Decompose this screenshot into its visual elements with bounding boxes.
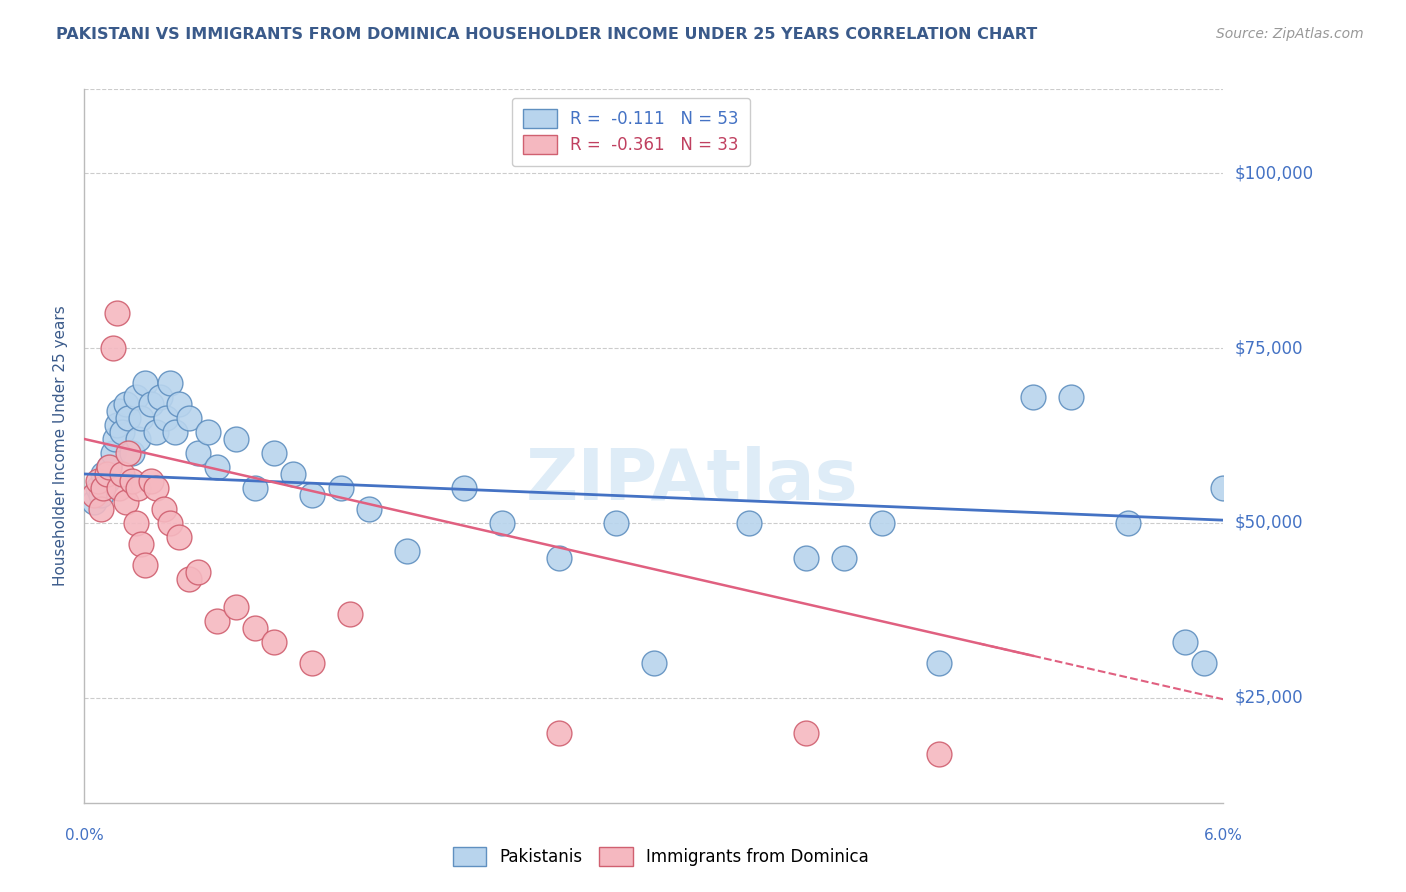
Point <box>86 474 108 488</box>
Point <box>263 446 285 460</box>
Point <box>105 417 128 432</box>
Point <box>101 341 124 355</box>
Point <box>605 516 627 530</box>
Point <box>111 425 134 439</box>
Text: $25,000: $25,000 <box>1234 689 1303 706</box>
Point <box>90 502 112 516</box>
Point <box>870 516 893 530</box>
Point <box>1022 390 1045 404</box>
Point <box>107 404 129 418</box>
Point <box>548 550 571 565</box>
Point <box>115 495 138 509</box>
Point <box>93 467 115 481</box>
Point <box>207 614 229 628</box>
Point <box>117 411 139 425</box>
Point <box>134 376 156 390</box>
Point <box>177 572 200 586</box>
Text: $100,000: $100,000 <box>1234 164 1313 182</box>
Point <box>159 516 181 530</box>
Point <box>134 558 156 572</box>
Point <box>165 425 187 439</box>
Point <box>169 530 191 544</box>
Point <box>98 460 121 475</box>
Point <box>207 460 229 475</box>
Point <box>187 446 209 460</box>
Point <box>93 481 115 495</box>
Point <box>1060 390 1083 404</box>
Point <box>177 411 200 425</box>
Point <box>245 621 267 635</box>
Point <box>121 446 143 460</box>
Text: Source: ZipAtlas.com: Source: ZipAtlas.com <box>1216 27 1364 41</box>
Point <box>145 425 167 439</box>
Point <box>928 747 950 761</box>
Text: 6.0%: 6.0% <box>1204 828 1243 843</box>
Point <box>117 446 139 460</box>
Point <box>139 397 162 411</box>
Point <box>107 481 129 495</box>
Point <box>83 488 105 502</box>
Point <box>127 481 149 495</box>
Point <box>96 467 118 481</box>
Legend: R =  -0.111   N = 53, R =  -0.361   N = 33: R = -0.111 N = 53, R = -0.361 N = 33 <box>512 97 751 166</box>
Point <box>169 397 191 411</box>
Point <box>491 516 513 530</box>
Point <box>104 432 127 446</box>
Point <box>263 635 285 649</box>
Point <box>139 474 162 488</box>
Point <box>794 726 817 740</box>
Point <box>1118 516 1140 530</box>
Point <box>794 550 817 565</box>
Point <box>98 460 121 475</box>
Legend: Pakistanis, Immigrants from Dominica: Pakistanis, Immigrants from Dominica <box>444 838 877 875</box>
Y-axis label: Householder Income Under 25 years: Householder Income Under 25 years <box>53 306 69 586</box>
Point <box>548 726 571 740</box>
Point <box>83 495 105 509</box>
Point <box>1174 635 1197 649</box>
Point <box>832 550 855 565</box>
Text: ZIPAtlas: ZIPAtlas <box>526 447 858 516</box>
Point <box>738 516 761 530</box>
Point <box>124 390 146 404</box>
Point <box>1194 656 1216 670</box>
Point <box>121 474 143 488</box>
Point <box>225 432 247 446</box>
Point <box>396 544 419 558</box>
Point <box>329 481 352 495</box>
Point <box>115 397 138 411</box>
Point <box>159 376 181 390</box>
Point <box>283 467 305 481</box>
Point <box>928 656 950 670</box>
Point <box>127 432 149 446</box>
Point <box>145 481 167 495</box>
Point <box>245 481 267 495</box>
Point <box>90 488 112 502</box>
Point <box>1212 481 1234 495</box>
Point <box>86 481 108 495</box>
Point <box>453 481 475 495</box>
Point <box>105 306 128 320</box>
Point <box>131 411 153 425</box>
Point <box>301 656 323 670</box>
Point <box>131 537 153 551</box>
Point <box>124 516 146 530</box>
Point <box>187 565 209 579</box>
Point <box>155 411 177 425</box>
Point <box>225 599 247 614</box>
Text: $75,000: $75,000 <box>1234 339 1303 357</box>
Point <box>359 502 381 516</box>
Point <box>301 488 323 502</box>
Point <box>339 607 361 621</box>
Point <box>101 446 124 460</box>
Point <box>153 502 176 516</box>
Text: PAKISTANI VS IMMIGRANTS FROM DOMINICA HOUSEHOLDER INCOME UNDER 25 YEARS CORRELAT: PAKISTANI VS IMMIGRANTS FROM DOMINICA HO… <box>56 27 1038 42</box>
Point <box>197 425 219 439</box>
Point <box>111 467 134 481</box>
Point <box>149 390 172 404</box>
Point <box>643 656 665 670</box>
Text: $50,000: $50,000 <box>1234 514 1303 532</box>
Point <box>96 474 118 488</box>
Text: 0.0%: 0.0% <box>65 828 104 843</box>
